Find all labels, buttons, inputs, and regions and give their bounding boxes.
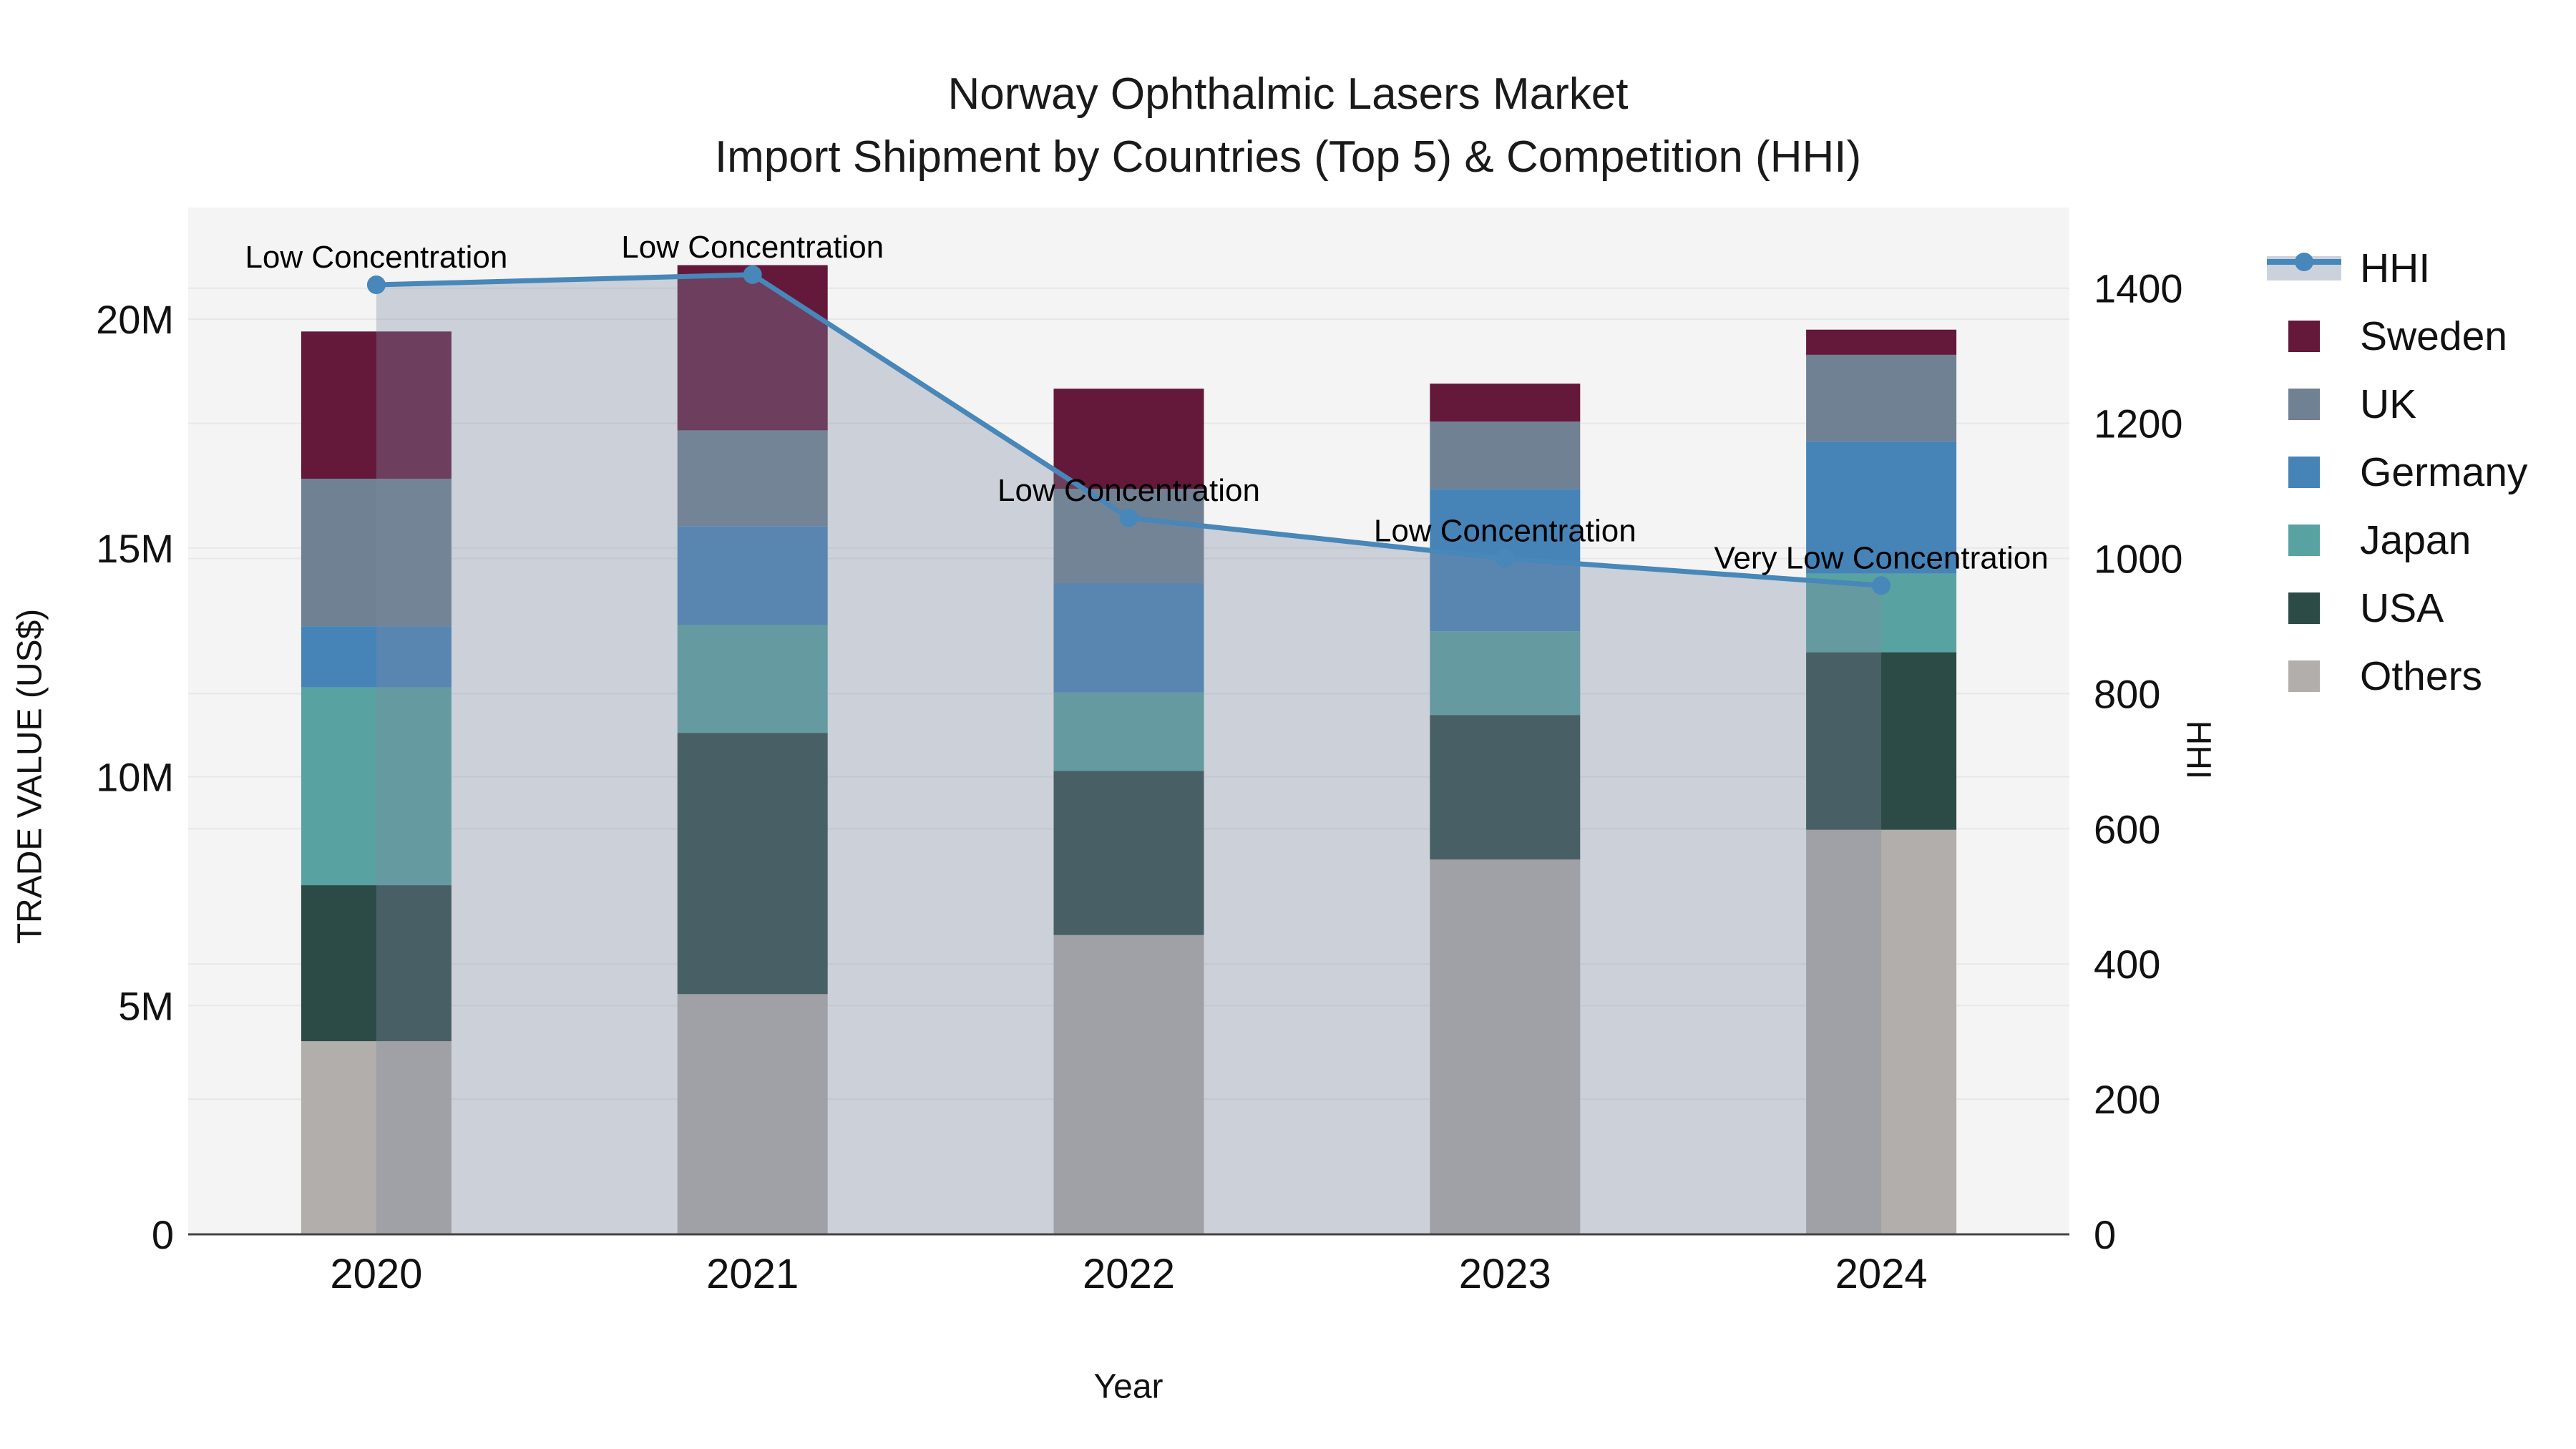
legend-label-japan: Japan: [2360, 517, 2472, 563]
y-tick-label-10M: 10M: [96, 755, 174, 800]
hhi-marker-2024[interactable]: [1872, 576, 1891, 595]
color-swatch-icon: [2267, 457, 2347, 488]
legend-item-others[interactable]: Others: [2267, 653, 2527, 699]
legend: HHI Sweden UK Germany Japan USA Others: [2267, 245, 2528, 699]
chart-title-line2: Import Shipment by Countries (Top 5) & C…: [714, 132, 1862, 182]
legend-item-uk[interactable]: UK: [2267, 381, 2527, 427]
color-swatch-icon: [2267, 321, 2347, 352]
y2-tick-label-800: 800: [2094, 671, 2160, 716]
x-axis-title: Year: [1093, 1367, 1163, 1406]
bar-segment-2024-sweden[interactable]: [1806, 329, 1957, 355]
bar-segment-2024-germany[interactable]: [1806, 441, 1957, 574]
hhi-marker-2022[interactable]: [1119, 508, 1138, 527]
annotation-2022: Low Concentration: [997, 473, 1260, 508]
legend-label-usa: USA: [2360, 585, 2444, 631]
bar-segment-2023-usa[interactable]: [1430, 715, 1581, 860]
x-tick-label-2024: 2024: [1835, 1251, 1928, 1297]
annotation-2023: Low Concentration: [1374, 514, 1636, 549]
bar-segment-2020-usa[interactable]: [301, 885, 452, 1042]
legend-item-japan[interactable]: Japan: [2267, 517, 2527, 563]
color-swatch-icon: [2267, 389, 2347, 420]
legend-label-germany: Germany: [2360, 449, 2528, 495]
bar-segment-2022-uk[interactable]: [1053, 489, 1204, 583]
bar-segment-2022-sweden[interactable]: [1053, 389, 1204, 489]
bar-segment-2023-japan[interactable]: [1430, 631, 1581, 716]
color-swatch-icon: [2267, 525, 2347, 556]
legend-item-sweden[interactable]: Sweden: [2267, 313, 2527, 359]
y2-tick-label-0: 0: [2094, 1212, 2116, 1257]
bar-segment-2021-uk[interactable]: [677, 430, 828, 527]
y2-tick-label-400: 400: [2094, 942, 2160, 987]
bar-segment-2024-others[interactable]: [1806, 829, 1957, 1234]
legend-item-usa[interactable]: USA: [2267, 585, 2527, 631]
x-tick-label-2022: 2022: [1083, 1251, 1175, 1297]
y2-axis-title: HHI: [2179, 720, 2218, 780]
legend-item-hhi[interactable]: HHI: [2267, 245, 2527, 291]
bar-segment-2022-others[interactable]: [1053, 935, 1204, 1234]
y-tick-label-0: 0: [152, 1212, 174, 1257]
y-tick-label-20M: 20M: [96, 297, 174, 342]
chart-title: Norway Ophthalmic Lasers Market Import S…: [0, 63, 2576, 189]
x-tick-label-2021: 2021: [706, 1251, 799, 1297]
bar-segment-2020-others[interactable]: [301, 1041, 452, 1234]
y2-tick-label-1000: 1000: [2094, 537, 2183, 582]
bar-segment-2020-uk[interactable]: [301, 479, 452, 627]
y2-tick-label-1400: 1400: [2094, 266, 2183, 311]
hhi-marker-2020[interactable]: [366, 275, 386, 295]
annotation-2024: Very Low Concentration: [1714, 540, 2049, 575]
bar-segment-2024-usa[interactable]: [1806, 652, 1957, 830]
bar-segment-2022-usa[interactable]: [1053, 771, 1204, 935]
y-tick-label-5M: 5M: [118, 983, 174, 1028]
bar-segment-2022-germany[interactable]: [1053, 582, 1204, 693]
legend-label-hhi: HHI: [2360, 245, 2431, 291]
chart-title-line1: Norway Ophthalmic Lasers Market: [947, 69, 1629, 119]
bar-segment-2022-japan[interactable]: [1053, 692, 1204, 771]
bar-segment-2021-sweden[interactable]: [677, 265, 828, 431]
hhi-marker-2023[interactable]: [1496, 549, 1515, 568]
annotation-2020: Low Concentration: [245, 240, 507, 275]
bar-segment-2024-uk[interactable]: [1806, 354, 1957, 441]
bar-segment-2023-uk[interactable]: [1430, 421, 1581, 489]
bar-segment-2023-sweden[interactable]: [1430, 384, 1581, 422]
legend-label-uk: UK: [2360, 381, 2417, 427]
y-tick-label-15M: 15M: [96, 526, 174, 571]
hhi-area-fill: [376, 274, 1882, 1235]
legend-label-others: Others: [2360, 653, 2483, 699]
y2-tick-label-1200: 1200: [2094, 401, 2183, 447]
x-tick-label-2020: 2020: [330, 1251, 422, 1297]
y2-tick-label-200: 200: [2094, 1077, 2160, 1122]
annotation-2021: Low Concentration: [621, 230, 884, 265]
color-swatch-icon: [2267, 660, 2347, 692]
legend-label-sweden: Sweden: [2360, 313, 2507, 359]
hhi-line-swatch-icon: [2267, 253, 2347, 280]
y-axis-title: TRADE VALUE (US$): [11, 608, 49, 945]
bar-segment-2023-others[interactable]: [1430, 859, 1581, 1234]
bar-segment-2021-germany[interactable]: [677, 526, 828, 625]
bar-segment-2021-usa[interactable]: [677, 733, 828, 995]
y2-tick-label-600: 600: [2094, 806, 2160, 852]
bar-segment-2020-japan[interactable]: [301, 687, 452, 886]
bar-segment-2020-sweden[interactable]: [301, 331, 452, 479]
x-tick-label-2023: 2023: [1459, 1251, 1551, 1297]
hhi-marker-2021[interactable]: [743, 265, 762, 284]
bar-segment-2021-japan[interactable]: [677, 625, 828, 733]
bar-segment-2020-germany[interactable]: [301, 626, 452, 688]
legend-item-germany[interactable]: Germany: [2267, 449, 2528, 495]
bar-segment-2021-others[interactable]: [677, 994, 828, 1234]
color-swatch-icon: [2267, 592, 2347, 624]
